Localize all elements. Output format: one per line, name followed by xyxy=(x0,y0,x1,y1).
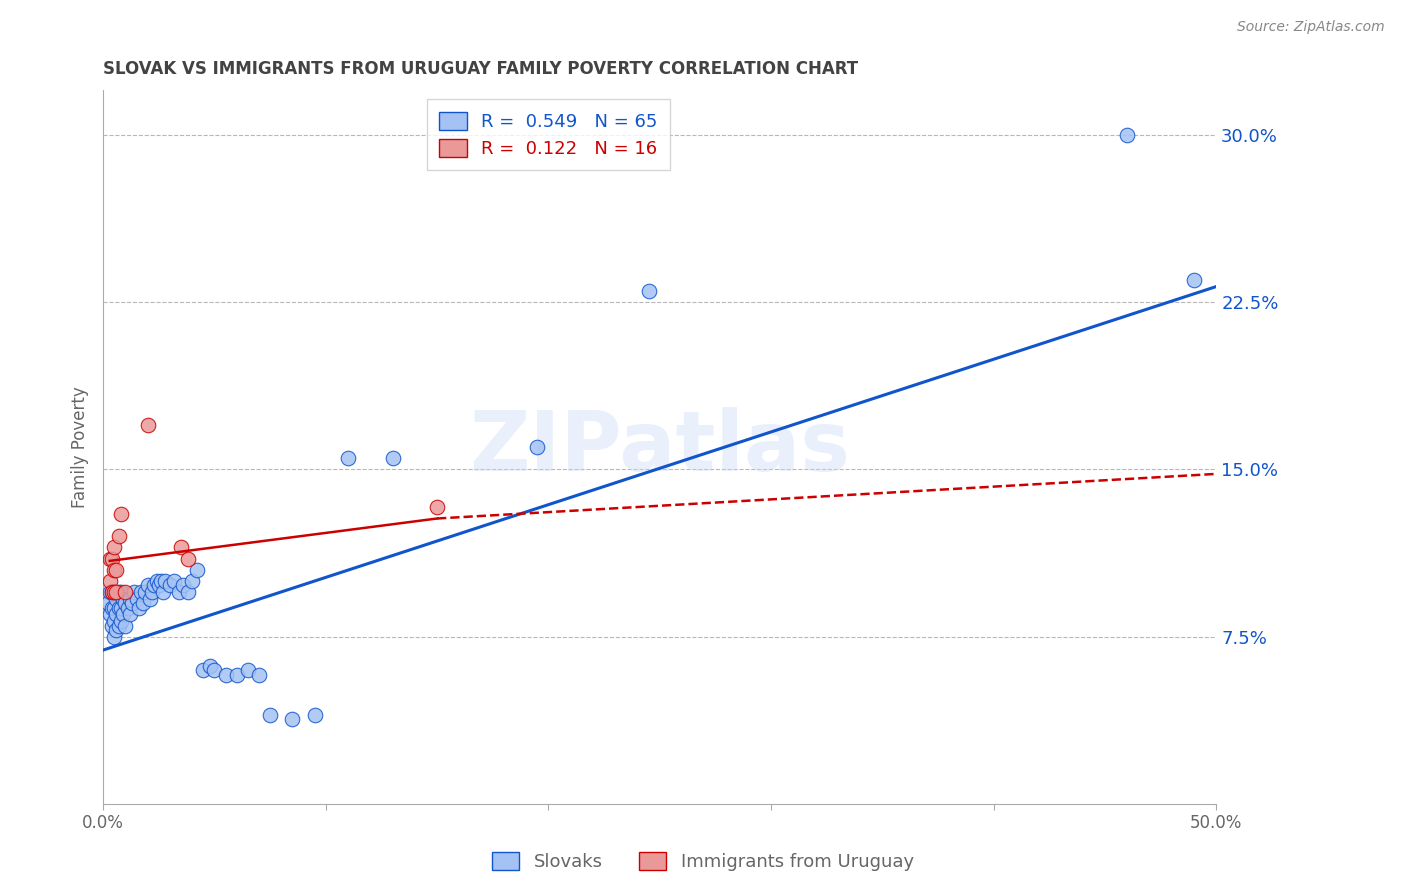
Point xyxy=(98,551,121,566)
Point xyxy=(125,591,148,606)
Point xyxy=(117,600,139,615)
Point xyxy=(136,578,159,592)
Point xyxy=(426,500,449,515)
Point xyxy=(214,667,236,681)
Point xyxy=(103,585,125,599)
Point xyxy=(110,585,132,599)
Point xyxy=(152,585,174,599)
Point xyxy=(247,667,270,681)
Point xyxy=(107,585,129,599)
Y-axis label: Family Poverty: Family Poverty xyxy=(72,386,89,508)
Point xyxy=(114,596,136,610)
Point xyxy=(381,451,404,466)
Point xyxy=(107,529,129,543)
Point xyxy=(118,607,141,622)
Point xyxy=(225,667,247,681)
Point xyxy=(101,600,124,615)
Point xyxy=(121,596,143,610)
Point xyxy=(134,585,156,599)
Point xyxy=(110,600,132,615)
Point xyxy=(337,451,360,466)
Point xyxy=(110,614,132,628)
Point xyxy=(526,440,548,454)
Point xyxy=(98,607,121,622)
Point xyxy=(236,663,259,677)
Point xyxy=(101,585,124,599)
Point xyxy=(204,663,226,677)
Point xyxy=(112,607,135,622)
Text: ZIPatlas: ZIPatlas xyxy=(470,407,851,488)
Point xyxy=(98,574,121,588)
Point xyxy=(103,585,125,599)
Point xyxy=(110,507,132,521)
Point xyxy=(172,578,194,592)
Point xyxy=(167,585,190,599)
Point xyxy=(105,563,128,577)
Point xyxy=(143,578,166,592)
Point xyxy=(281,712,304,726)
Point xyxy=(150,574,173,588)
Point xyxy=(105,585,128,599)
Point xyxy=(105,607,128,622)
Point xyxy=(101,618,124,632)
Point xyxy=(129,585,152,599)
Point xyxy=(98,585,121,599)
Point xyxy=(1182,273,1205,287)
Point xyxy=(112,591,135,606)
Point xyxy=(114,585,136,599)
Point xyxy=(155,574,177,588)
Point xyxy=(163,574,186,588)
Point xyxy=(124,585,146,599)
Text: Source: ZipAtlas.com: Source: ZipAtlas.com xyxy=(1237,20,1385,34)
Point xyxy=(304,707,326,722)
Point xyxy=(159,578,181,592)
Legend: R =  0.549   N = 65, R =  0.122   N = 16: R = 0.549 N = 65, R = 0.122 N = 16 xyxy=(427,99,671,170)
Point xyxy=(148,578,170,592)
Point xyxy=(107,618,129,632)
Point xyxy=(107,600,129,615)
Point xyxy=(177,585,200,599)
Point xyxy=(259,707,281,722)
Point xyxy=(145,574,167,588)
Point xyxy=(128,600,150,615)
Point xyxy=(101,551,124,566)
Point xyxy=(103,541,125,555)
Point xyxy=(1116,128,1139,142)
Point xyxy=(103,630,125,644)
Point xyxy=(181,574,204,588)
Point xyxy=(118,591,141,606)
Point xyxy=(136,417,159,432)
Point xyxy=(198,658,221,673)
Point xyxy=(105,623,128,637)
Point xyxy=(139,591,162,606)
Point xyxy=(101,585,124,599)
Text: SLOVAK VS IMMIGRANTS FROM URUGUAY FAMILY POVERTY CORRELATION CHART: SLOVAK VS IMMIGRANTS FROM URUGUAY FAMILY… xyxy=(103,60,858,78)
Point xyxy=(186,563,208,577)
Legend: Slovaks, Immigrants from Uruguay: Slovaks, Immigrants from Uruguay xyxy=(485,845,921,879)
Point xyxy=(637,284,659,298)
Point xyxy=(141,585,163,599)
Point xyxy=(103,563,125,577)
Point xyxy=(170,541,193,555)
Point xyxy=(97,596,120,610)
Point xyxy=(103,600,125,615)
Point xyxy=(105,591,128,606)
Point xyxy=(103,614,125,628)
Point xyxy=(114,618,136,632)
Point xyxy=(193,663,215,677)
Point xyxy=(177,551,200,566)
Point xyxy=(132,596,155,610)
